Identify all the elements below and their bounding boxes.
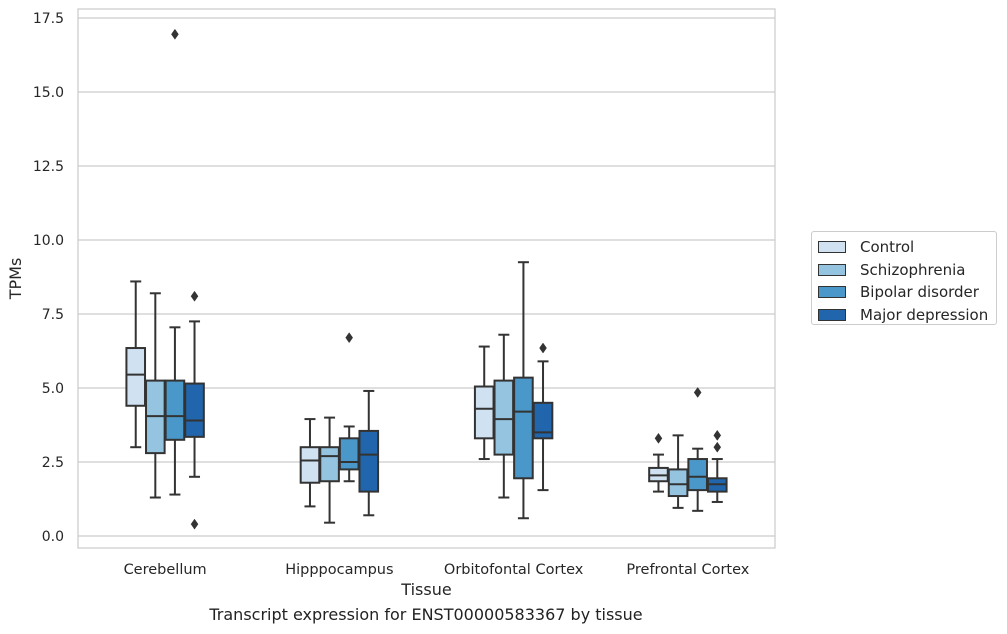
legend-item: Bipolar disorder [818,281,996,304]
plot-area [77,8,776,549]
x-axis-label: Tissue [400,580,451,599]
boxes-layer [125,28,728,530]
outlier-point [345,332,353,344]
x-tick-label: Prefrontal Cortex [626,562,749,578]
y-tick-label: 15.0 [33,85,64,101]
outlier-point [171,28,179,40]
outlier-point [654,432,663,444]
box [667,468,689,498]
legend-swatch [818,241,846,254]
legend-item: Major depression [818,304,996,327]
y-tick-label: 2.5 [42,455,64,471]
legend-label: Schizophrenia [860,260,966,279]
legend-item: Control [818,236,996,259]
y-tick-label: 17.5 [33,11,64,27]
box [358,429,380,493]
outlier-point [539,342,547,354]
box [493,379,515,456]
outlier-point [190,518,199,530]
chart-caption: Transcript expression for ENST0000058336… [209,605,643,624]
legend-label: Bipolar disorder [860,283,979,302]
legend-swatch [818,286,846,299]
box [338,437,360,471]
y-tick-label: 0.0 [42,529,64,545]
legend-swatch [818,309,846,322]
x-tick-labels: Cerebellum Hipppocampus Orbitofontal Corte… [124,562,750,578]
legend-label: Control [860,238,915,257]
legend-item: Schizophrenia [818,259,996,282]
y-tick-labels: 0.0 2.5 5.0 7.5 10.0 12.5 15.0 17.5 [33,11,64,545]
y-axis-label: TPMs [6,258,25,301]
box [513,376,534,480]
legend-label: Major depression [860,306,989,325]
box [184,382,205,438]
box [164,379,186,441]
outlier-point [713,441,722,453]
outlier-point [190,290,199,302]
box [319,446,340,483]
y-tick-label: 12.5 [33,159,64,175]
y-tick-label: 10.0 [33,233,64,249]
box [299,446,321,484]
box [125,347,147,407]
box [687,458,708,492]
box [473,385,495,440]
legend-swatch [818,263,846,276]
legend: Control Schizophrenia Bipolar disorder Majo… [811,231,997,325]
outlier-point [713,429,722,441]
outlier-point [693,387,702,398]
y-tick-label: 7.5 [42,307,64,323]
y-tick-label: 5.0 [42,381,64,397]
x-tick-label: Cerebellum [124,562,207,578]
box [532,401,554,440]
x-tick-label: Orbitofontal Cortex [444,562,584,578]
x-tick-label: Hipppocampus [285,562,393,578]
